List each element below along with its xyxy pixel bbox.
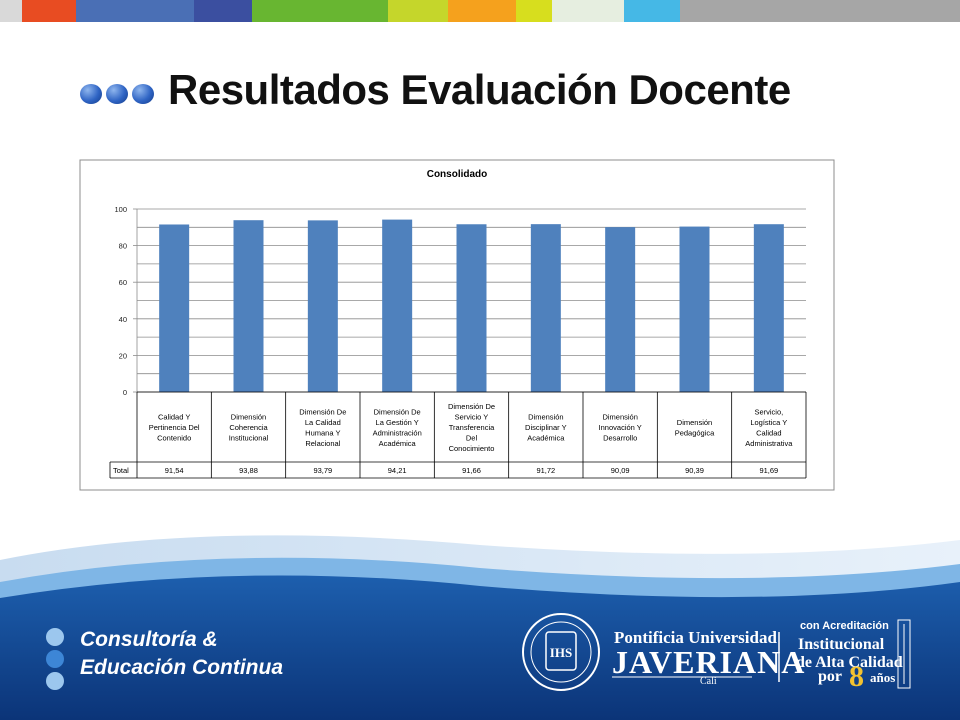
bar xyxy=(753,224,784,392)
chart-title: Consolidado xyxy=(427,169,488,180)
y-tick-label: 80 xyxy=(119,242,127,251)
bar xyxy=(605,227,636,392)
x-category-label: Dimensión De Servicio Y Transferencia Del Co… xyxy=(448,402,495,453)
x-category-label: Dimensión Coherencia Institucional xyxy=(229,413,269,443)
brand-name-line2: Educación Continua xyxy=(80,656,284,679)
accreditation-text-2: Institucional xyxy=(798,636,885,653)
accreditation-text-3: de Alta Calidad xyxy=(796,654,903,671)
data-label: 91,72 xyxy=(536,466,555,475)
y-tick-label: 100 xyxy=(114,205,127,214)
stripe-segment xyxy=(0,0,22,22)
y-tick-label: 60 xyxy=(119,278,127,287)
stripe-segment xyxy=(448,0,516,22)
bar xyxy=(159,224,190,392)
stripe-segment xyxy=(516,0,552,22)
data-label: 94,21 xyxy=(388,466,407,475)
page-title: Resultados Evaluación Docente xyxy=(168,66,791,113)
data-label: 90,09 xyxy=(611,466,630,475)
stripe-segment xyxy=(388,0,448,22)
x-category-label: Dimensión Pedagógica xyxy=(675,418,715,438)
data-label: 93,79 xyxy=(313,466,332,475)
university-seal-icon: IHS xyxy=(522,613,600,691)
accreditation-text-4: por xyxy=(818,668,842,685)
bar-chart: 0 20 40 60 80 100 Total Calidad Y Pertinencia D… xyxy=(79,159,835,491)
university-name-line2: JAVERIANA xyxy=(612,644,806,680)
x-category-label: Dimensión De La Calidad Humana Y Relacional xyxy=(299,407,346,448)
stripe-segment xyxy=(552,0,624,22)
footer-banner: IHS xyxy=(0,535,960,720)
bar xyxy=(382,219,413,392)
x-category-label: Dimensión Innovación Y Desarrollo xyxy=(599,413,642,443)
y-tick-label: 40 xyxy=(119,315,127,324)
bar xyxy=(679,226,710,392)
data-label: 93,88 xyxy=(239,466,258,475)
data-label: 90,39 xyxy=(685,466,704,475)
stripe-segment xyxy=(624,0,680,22)
x-category-label: Calidad Y Pertinencia Del Contenido xyxy=(149,413,200,443)
university-name-line1: Pontificia Universidad xyxy=(614,628,777,647)
stripe-segment xyxy=(194,0,252,22)
accreditation-mark-icon xyxy=(897,619,911,689)
title-bullet-icon xyxy=(80,84,160,106)
data-label: 91,54 xyxy=(165,466,184,475)
color-stripe xyxy=(0,0,960,22)
table-row-label: Total xyxy=(113,466,129,475)
accreditation-text-1: con Acreditación xyxy=(800,620,889,632)
x-category-label: Dimensión Disciplinar Y Académica xyxy=(525,413,567,443)
accreditation-years: 8 xyxy=(849,660,864,693)
stripe-segment xyxy=(680,0,960,22)
y-tick-label: 20 xyxy=(119,351,127,360)
stripe-segment xyxy=(76,0,194,22)
x-category-label: Servicio, Logística Y Calidad Administrativ… xyxy=(745,407,793,448)
bar xyxy=(233,220,264,392)
data-label: 91,69 xyxy=(759,466,778,475)
x-category-label: Dimensión De La Gestión Y Administración Ac… xyxy=(373,407,422,448)
university-city: Cali xyxy=(700,676,717,687)
y-tick-label: 0 xyxy=(123,388,127,397)
bar xyxy=(307,220,338,392)
stripe-segment xyxy=(252,0,388,22)
stripe-segment xyxy=(22,0,76,22)
brand-name-line1: Consultoría & xyxy=(80,628,218,651)
bar xyxy=(456,224,487,392)
bar xyxy=(530,224,561,392)
data-label: 91,66 xyxy=(462,466,481,475)
accreditation-text-5: años xyxy=(870,670,896,685)
svg-text:IHS: IHS xyxy=(550,645,572,660)
brand-dots-icon xyxy=(46,628,64,690)
